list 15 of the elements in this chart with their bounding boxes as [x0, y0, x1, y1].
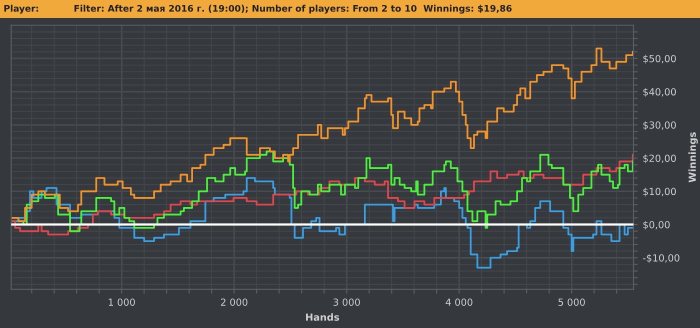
y-tick-label: $30,00	[643, 121, 676, 130]
x-tick-label: 4 000	[446, 298, 472, 306]
x-tick-label: 5 000	[558, 298, 585, 306]
y-tick-label: $10,00	[643, 188, 676, 196]
x-tick-label: 1 000	[108, 298, 135, 306]
x-axis-title: Hands	[306, 313, 340, 321]
y-tick-label: $20,00	[643, 154, 676, 164]
x-tick-label: 2 000	[220, 298, 248, 306]
y-tick-label: $40,00	[643, 88, 676, 97]
x-tick-label: 3 000	[333, 298, 360, 306]
y-tick-label: $50,00	[643, 54, 676, 64]
y-axis-title: Winnings	[688, 132, 698, 182]
chart-title: Player: Filter: After 2 мая 2016 г. (19:00); Number of players: From 2 to 10 Winnings: $19,86	[4, 4, 512, 14]
y-tick-label: $0,00	[643, 220, 670, 230]
y-tick-label: -$10,00	[643, 254, 680, 263]
